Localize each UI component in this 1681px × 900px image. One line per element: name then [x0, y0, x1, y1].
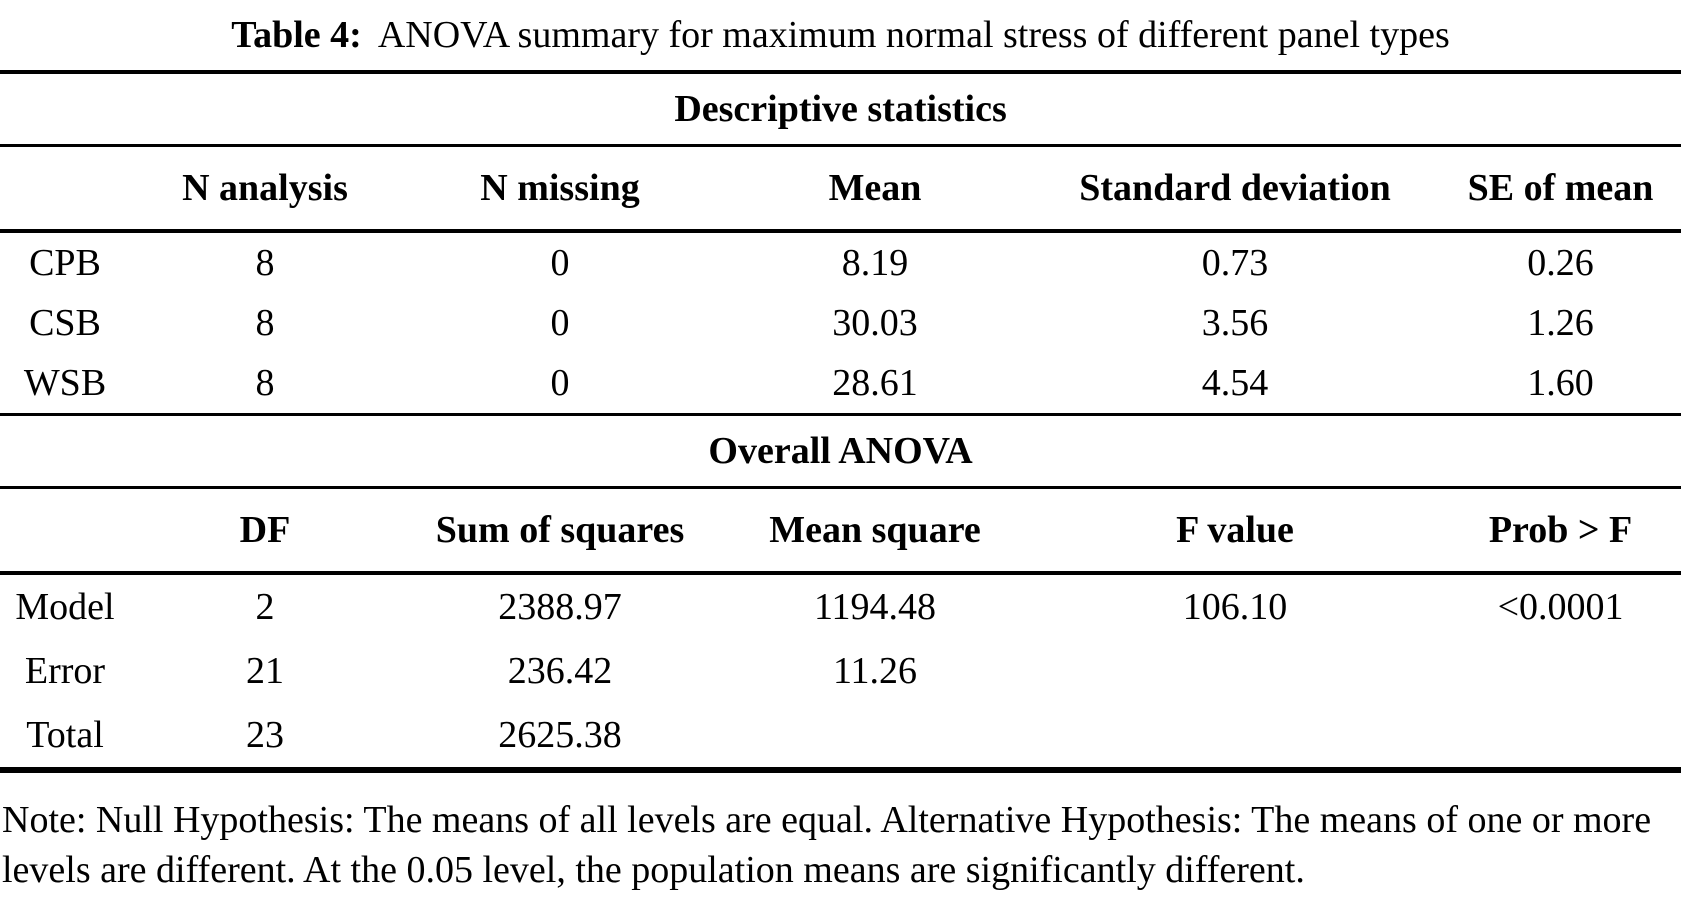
section-title-descriptive: Descriptive statistics — [0, 74, 1681, 147]
cell: 0.26 — [1527, 242, 1594, 284]
column-header-se-of-mean: SE of mean — [1440, 145, 1681, 233]
column-header-n-analysis: N analysis — [130, 145, 400, 233]
cell: 11.26 — [832, 650, 918, 692]
row-label: CPB — [29, 242, 101, 284]
cell: 8 — [255, 302, 275, 344]
cell: 2 — [255, 586, 275, 628]
table-row-error: Error 21 236.42 11.26 — [0, 639, 1681, 703]
table-caption: Table 4: ANOVA summary for maximum norma… — [0, 0, 1681, 74]
column-header-mean: Mean — [720, 145, 1030, 233]
cell: 8.19 — [841, 242, 909, 284]
cell — [1030, 703, 1440, 773]
row-label: Error — [24, 650, 106, 692]
section-row-descriptive: Descriptive statistics — [0, 74, 1681, 147]
section-title-anova: Overall ANOVA — [0, 414, 1681, 489]
cell: 106.10 — [1182, 586, 1288, 628]
cell: 1.60 — [1440, 353, 1681, 416]
column-header-f-value: F value — [1030, 487, 1440, 575]
column-header-df: DF — [130, 487, 400, 575]
table-caption-label: Table 4: — [231, 14, 362, 56]
cell: 28.61 — [720, 353, 1030, 416]
cell: <0.0001 — [1497, 586, 1624, 628]
cell: 30.03 — [832, 302, 918, 344]
cell: 2388.97 — [498, 586, 622, 628]
row-label: WSB — [0, 353, 130, 416]
column-header-mean-square: Mean square — [720, 487, 1030, 575]
section-row-anova: Overall ANOVA — [0, 414, 1681, 489]
cell: 2625.38 — [400, 703, 720, 773]
cell: 8 — [130, 353, 400, 416]
row-label: Total — [0, 703, 130, 773]
anova-summary-table: Descriptive statistics N analysis N miss… — [0, 74, 1681, 773]
cell: 1194.48 — [813, 586, 937, 628]
cell — [1440, 639, 1681, 703]
anova-header-row: DF Sum of squares Mean square F value Pr… — [0, 487, 1681, 575]
column-header-blank — [0, 487, 130, 575]
cell: 21 — [246, 650, 284, 692]
column-header-prob-f: Prob > F — [1440, 487, 1681, 575]
cell: 236.42 — [507, 650, 613, 692]
cell: 0 — [400, 353, 720, 416]
table-note: Note: Null Hypothesis: The means of all … — [2, 799, 1652, 891]
table-row-csb: CSB 8 0 30.03 3.56 1.26 — [0, 293, 1681, 353]
column-header-sum-of-squares: Sum of squares — [400, 487, 720, 575]
cell — [1030, 639, 1440, 703]
column-header-n-missing: N missing — [400, 145, 720, 233]
table-caption-text: ANOVA summary for maximum normal stress … — [377, 14, 1450, 56]
cell: 0 — [550, 242, 570, 284]
column-header-standard-deviation: Standard deviation — [1030, 145, 1440, 233]
table-row-wsb: WSB 8 0 28.61 4.54 1.60 — [0, 353, 1681, 416]
column-header-blank — [0, 145, 130, 233]
cell: 23 — [130, 703, 400, 773]
cell: 0.73 — [1201, 242, 1269, 284]
cell: 8 — [255, 242, 275, 284]
cell — [1440, 703, 1681, 773]
descriptive-header-row: N analysis N missing Mean Standard devia… — [0, 145, 1681, 233]
table-row-model: Model 2 2388.97 1194.48 106.10 <0.0001 — [0, 573, 1681, 639]
table-row-total: Total 23 2625.38 — [0, 703, 1681, 773]
cell: 0 — [550, 302, 570, 344]
cell: 1.26 — [1527, 302, 1594, 344]
cell: 3.56 — [1201, 302, 1269, 344]
cell — [720, 703, 1030, 773]
row-label: Model — [15, 586, 115, 628]
table-row-cpb: CPB 8 0 8.19 0.73 0.26 — [0, 231, 1681, 293]
cell: 4.54 — [1030, 353, 1440, 416]
row-label: CSB — [29, 302, 101, 344]
